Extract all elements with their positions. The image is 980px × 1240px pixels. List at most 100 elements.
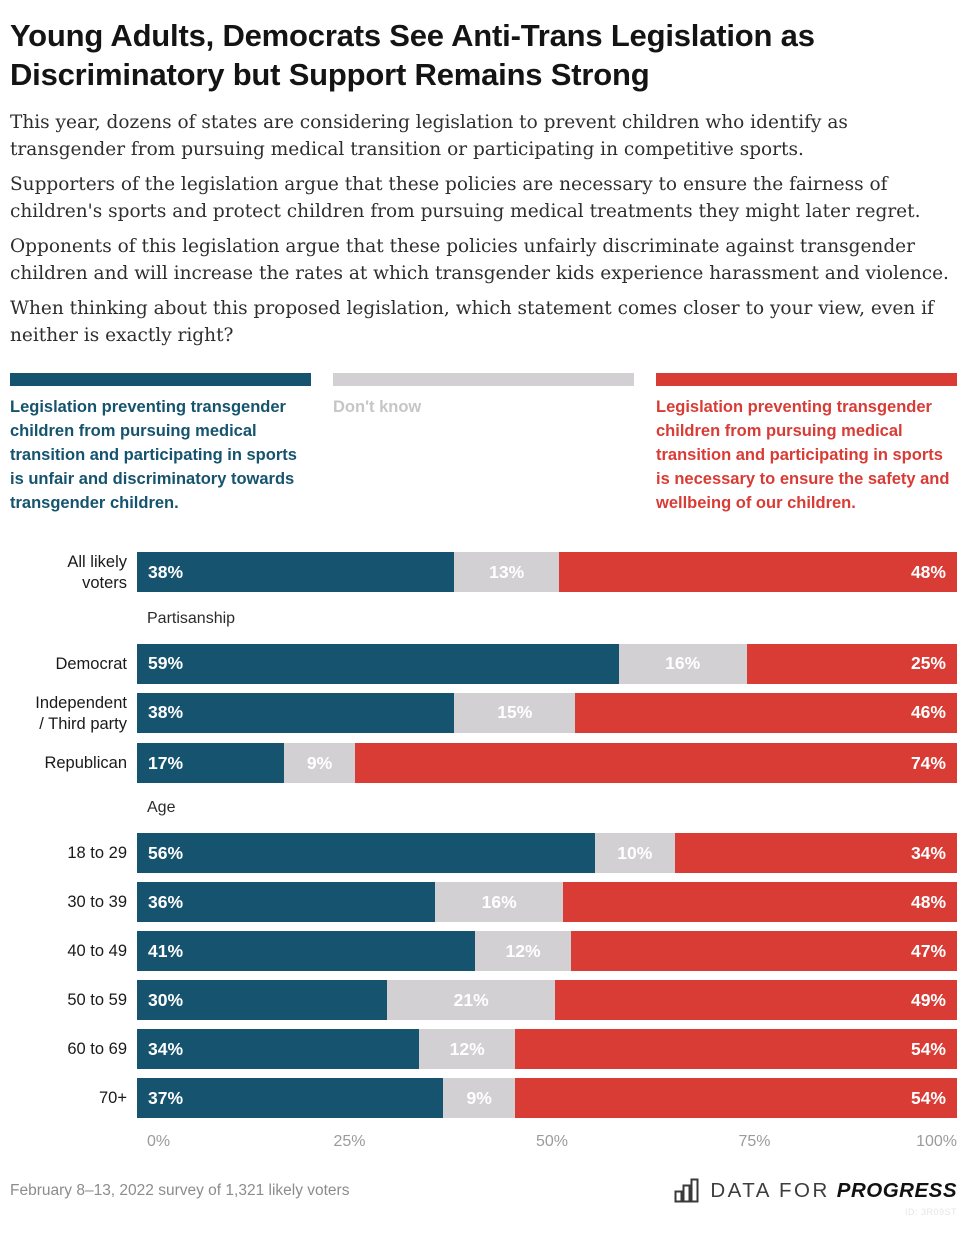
bar-segment-dontknow: 13% [454, 552, 560, 593]
bar-value-label: 13% [489, 561, 525, 582]
bar-value-label: 38% [148, 561, 184, 582]
bar-row: 18 to 29 56% 10% 34% [10, 833, 957, 874]
bar-value-label: 21% [453, 989, 489, 1010]
bar-row: 40 to 49 41% 12% 47% [10, 931, 958, 972]
intro-paragraph: When thinking about this proposed legisl… [10, 298, 934, 347]
legend-item-dontknow: Don't know [333, 373, 634, 515]
bar-value-label: 54% [910, 1038, 946, 1059]
bar-row: 30 to 39 36% 16% 48% [10, 882, 958, 923]
bar-group-header: Age [147, 799, 176, 817]
bar-segment-support: 30% [137, 980, 388, 1021]
source-note: February 8–13, 2022 survey of 1,321 like… [10, 1181, 350, 1199]
bar-value-label: 47% [910, 940, 947, 961]
bar-segment-oppose: 48% [562, 882, 958, 923]
bar-segment-dontknow: 9% [443, 1078, 516, 1119]
intro-text: This year, dozens of states are consider… [10, 109, 957, 349]
footer: February 8–13, 2022 survey of 1,321 like… [10, 1178, 957, 1217]
bar-row-label: 30 to 39 [67, 893, 127, 912]
bar-segment-support: 41% [137, 931, 476, 972]
bar-value-label: 48% [910, 891, 947, 912]
bar-value-label: 34% [148, 1038, 184, 1059]
bar-row-label: Independent / Third party [35, 693, 127, 733]
bar-value-label: 38% [148, 702, 184, 723]
x-axis-tick: 50% [535, 1133, 569, 1151]
bar-value-label: 37% [148, 1087, 184, 1108]
bar-segment-oppose: 54% [515, 1029, 957, 1070]
bar-row: 50 to 59 30% 21% 49% [10, 980, 957, 1021]
bar-segment-support: 56% [137, 833, 595, 874]
bar-row-label: 60 to 69 [67, 1040, 127, 1059]
bar-value-label: 15% [497, 702, 533, 723]
bar-row-label: 18 to 29 [67, 844, 127, 863]
bar-stack: 38% 15% 46% [137, 692, 957, 733]
intro-paragraph: Supporters of the legislation argue that… [10, 174, 921, 223]
bar-row-label: Democrat [55, 654, 127, 673]
bar-value-label: 25% [910, 653, 946, 674]
bar-segment-support: 37% [137, 1078, 444, 1119]
bar-row-label: 50 to 59 [67, 991, 127, 1010]
x-axis-tick: 0% [147, 1133, 171, 1151]
bar-value-label: 56% [148, 842, 184, 863]
bar-row: 60 to 69 34% 12% 54% [10, 1029, 957, 1070]
bar-value-label: 12% [505, 940, 541, 961]
bar-row-label: 70+ [99, 1089, 127, 1108]
bar-value-label: 59% [148, 653, 184, 674]
bar-value-label: 46% [910, 702, 946, 723]
bar-row: Independent / Third party 38% 15% 46% [10, 692, 957, 734]
page-title: Young Adults, Democrats See Anti-Trans L… [10, 18, 815, 93]
bar-row: All likely voters 38% 13% 48% [10, 552, 957, 593]
x-axis-tick: 25% [333, 1133, 366, 1151]
bar-value-label: 12% [449, 1038, 485, 1059]
bar-segment-oppose: 47% [570, 931, 958, 972]
bar-stack: 41% 12% 47% [137, 931, 958, 972]
bar-segment-dontknow: 21% [387, 980, 555, 1021]
logo-text-regular: DATA FOR [710, 1178, 830, 1202]
bar-segment-oppose: 46% [575, 692, 957, 733]
x-axis: 0% 25% 50% 75% 100% [147, 1133, 957, 1153]
bar-stack: 59% 16% 25% [137, 643, 957, 684]
legend-swatch-oppose [656, 373, 957, 387]
x-axis-tick: 75% [738, 1133, 771, 1151]
bar-group-header: Partisanship [147, 609, 236, 627]
legend-item-support: Legislation preventing transgender child… [10, 373, 311, 515]
bar-row-label: Republican [44, 753, 127, 772]
legend-label-oppose: Legislation preventing transgender child… [656, 398, 950, 513]
data-for-progress-logo: DATA FOR PROGRESS ID: 3R09ST [674, 1178, 957, 1217]
bar-segment-support: 38% [137, 552, 455, 593]
bar-value-label: 48% [910, 561, 946, 582]
bar-segment-support: 59% [137, 643, 619, 684]
bar-stack: 38% 13% 48% [137, 552, 957, 593]
bar-segment-oppose: 49% [554, 980, 957, 1021]
bar-row-label: 40 to 49 [67, 942, 127, 961]
bar-segment-dontknow: 10% [594, 833, 675, 874]
bar-segment-dontknow: 12% [475, 931, 571, 972]
intro-paragraph: Opponents of this legislation argue that… [10, 236, 949, 285]
bar-value-label: 54% [910, 1087, 946, 1108]
bar-value-label: 49% [910, 989, 946, 1010]
bar-value-label: 10% [617, 842, 653, 863]
bar-value-label: 36% [148, 891, 184, 912]
bar-row: Republican 17% 9% 74% [10, 743, 957, 784]
legend-swatch-dontknow [333, 373, 634, 387]
bar-stack: 37% 9% 54% [137, 1078, 957, 1119]
bar-value-label: 17% [148, 752, 184, 773]
bar-stack: 36% 16% 48% [137, 882, 958, 923]
bar-segment-dontknow: 12% [419, 1029, 516, 1070]
stacked-bar-chart: All likely voters 38% 13% 48% Partisanship De… [10, 552, 958, 1119]
infographic: Young Adults, Democrats See Anti-Trans L… [10, 18, 958, 1217]
bar-segment-oppose: 34% [674, 833, 957, 874]
x-axis-tick: 100% [916, 1133, 957, 1151]
bar-segment-oppose: 74% [355, 743, 957, 784]
chart-id-watermark: ID: 3R09ST [904, 1207, 957, 1218]
intro-paragraph: This year, dozens of states are consider… [10, 112, 848, 161]
legend-item-oppose: Legislation preventing transgender child… [656, 373, 957, 515]
bar-value-label: 16% [481, 891, 517, 912]
chart-legend: Legislation preventing transgender child… [10, 373, 957, 515]
bar-segment-support: 34% [137, 1029, 420, 1070]
logo-text-bold: PROGRESS [836, 1178, 957, 1202]
bar-value-label: 16% [665, 653, 701, 674]
legend-swatch-support [10, 373, 311, 387]
bar-segment-support: 36% [137, 882, 436, 923]
bar-value-label: 34% [910, 842, 946, 863]
bar-row-label: All likely voters [67, 553, 127, 593]
